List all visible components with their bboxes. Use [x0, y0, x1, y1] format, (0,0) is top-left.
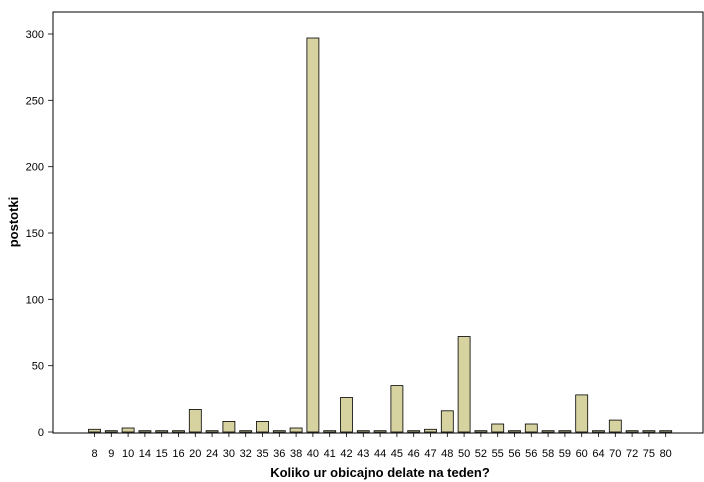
bar-48-21 [440, 410, 454, 433]
bar-45-18 [390, 385, 404, 433]
x-tick-label-33: 75 [643, 448, 655, 460]
x-tick-label-6: 20 [189, 448, 201, 460]
x-tick-label-2: 10 [122, 448, 134, 460]
bar-56-25 [508, 430, 521, 433]
y-tick-label-250: 250 [26, 95, 44, 107]
bar-35-10 [256, 420, 269, 433]
x-tick-label-12: 38 [290, 448, 302, 460]
y-tick-label-200: 200 [26, 162, 44, 174]
bar-70-31 [608, 419, 622, 433]
x-tick-label-23: 52 [475, 448, 487, 460]
bar-38-12 [289, 427, 303, 433]
bar-41-14 [323, 430, 337, 433]
bars-group [88, 37, 673, 433]
x-tick-label-20: 47 [424, 448, 436, 460]
y-axis-title: postotki [6, 197, 21, 248]
x-axis: 8 9 10 14 15 16 20 24 30 32 35 36 38 40 41 42 43 44 45 46 47… [91, 433, 672, 460]
x-axis-title: Koliko ur obicajno delate na teden? [270, 465, 490, 480]
bar-52-23 [474, 430, 488, 433]
bar-30-8 [222, 420, 236, 433]
bar-36-11 [272, 430, 286, 433]
bar-72-32 [625, 430, 639, 433]
bar-75-33 [642, 430, 656, 433]
x-tick-label-0: 8 [91, 448, 97, 460]
bar-14-3 [138, 430, 152, 433]
x-tick-label-1: 9 [108, 448, 114, 460]
x-tick-label-25: 56 [508, 448, 520, 460]
bar-47-20 [424, 428, 437, 433]
x-tick-label-17: 44 [374, 448, 386, 460]
x-tick-label-5: 16 [172, 448, 184, 460]
bar-32-9 [239, 430, 253, 433]
bar-64-30 [592, 430, 605, 433]
x-tick-label-24: 55 [492, 448, 504, 460]
y-tick-label-50: 50 [32, 361, 44, 373]
bar-8-0 [88, 428, 101, 433]
bar-10-2 [121, 427, 135, 433]
bar-46-19 [407, 430, 421, 433]
x-tick-label-15: 42 [340, 448, 352, 460]
bar-56-26 [524, 423, 538, 433]
x-tick-label-30: 64 [592, 448, 604, 460]
bar-9-1 [104, 430, 118, 433]
x-tick-label-18: 45 [391, 448, 403, 460]
bar-15-4 [155, 430, 169, 433]
y-axis: 0 50 100 150 200 250 300 [26, 29, 53, 439]
x-tick-label-26: 56 [525, 448, 537, 460]
x-tick-label-3: 14 [139, 448, 151, 460]
bar-50-22 [457, 336, 471, 433]
x-tick-label-19: 46 [408, 448, 420, 460]
x-tick-label-21: 48 [441, 448, 453, 460]
bar-60-29 [575, 394, 589, 433]
x-tick-label-7: 24 [206, 448, 218, 460]
x-tick-label-31: 70 [609, 448, 621, 460]
y-tick-label-300: 300 [26, 29, 44, 41]
bar-20-6 [188, 408, 202, 433]
x-tick-label-9: 32 [240, 448, 252, 460]
bar-24-7 [205, 430, 219, 433]
bar-40-13 [306, 37, 320, 433]
x-tick-label-34: 80 [660, 448, 672, 460]
x-tick-label-8: 30 [223, 448, 235, 460]
y-tick-label-150: 150 [26, 228, 44, 240]
x-tick-label-27: 58 [542, 448, 554, 460]
x-tick-label-22: 50 [458, 448, 470, 460]
y-tick-label-100: 100 [26, 294, 44, 306]
bar-43-16 [356, 430, 370, 433]
x-tick-label-14: 41 [324, 448, 336, 460]
x-tick-label-32: 72 [626, 448, 638, 460]
y-tick-label-0: 0 [38, 427, 44, 439]
x-tick-label-28: 59 [559, 448, 571, 460]
x-tick-label-16: 43 [357, 448, 369, 460]
x-tick-label-10: 35 [256, 448, 268, 460]
bar-58-27 [541, 430, 555, 433]
x-tick-label-29: 60 [576, 448, 588, 460]
x-tick-label-11: 36 [273, 448, 285, 460]
bar-80-34 [659, 430, 673, 433]
bar-42-15 [340, 397, 353, 433]
bar-59-28 [558, 430, 572, 433]
bar-44-17 [373, 430, 387, 433]
bar-16-5 [172, 430, 185, 433]
x-tick-label-13: 40 [307, 448, 319, 460]
x-tick-label-4: 15 [156, 448, 168, 460]
bar-55-24 [491, 423, 505, 433]
plot-frame [52, 11, 704, 434]
